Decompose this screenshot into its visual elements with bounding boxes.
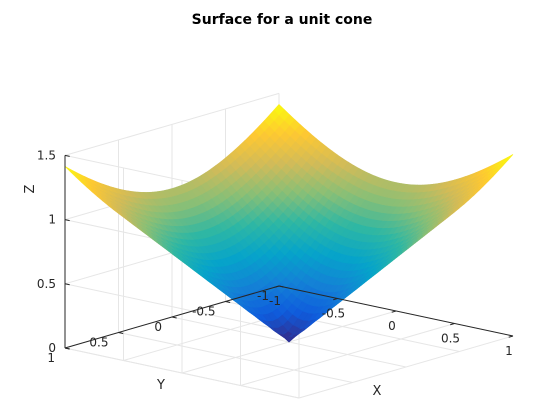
y-tick-label: -1 [257,289,269,303]
y-tick-mark [225,301,231,303]
z-tick-label: 0.5 [37,277,56,291]
x-tick-mark [450,323,455,326]
x-tick-label: -0.5 [322,307,345,321]
chart-title: Surface for a unit cone [192,12,373,28]
y-axis-label: Y [156,378,165,393]
surface-facet [502,154,514,164]
x-tick-label: 0.5 [441,332,460,346]
z-tick-label: 0 [48,341,56,355]
x-tick-mark [508,335,514,338]
grid-line-y-floor [118,332,353,383]
axes [64,154,514,350]
x-tick-label: 0 [388,319,396,333]
z-axis-label: Z [23,184,38,193]
y-tick-mark [278,285,284,288]
y-tick-label: 0 [154,320,162,334]
grid-line-z-left-wall [64,92,280,156]
z-tick-label: 1 [48,213,56,227]
x-tick-mark [333,298,338,301]
z-tick-label: 1.5 [37,148,56,162]
x-tick-label: -1 [269,294,281,308]
x-axis-label: X [373,384,382,399]
x-tick-label: 1 [505,344,513,358]
z-tick-mark [64,347,70,350]
z-tick-mark [64,283,70,286]
y-tick-label: 1 [47,351,55,365]
x-tick-mark [391,310,397,313]
grid-line-y-floor [64,347,300,399]
cone-surface [64,103,514,343]
x-tick-mark [274,285,280,288]
y-tick-mark [118,332,124,334]
y-tick-label: 0.5 [89,336,108,350]
z-tick-mark [64,219,70,222]
y-tick-label: -0.5 [192,305,215,319]
z-tick-mark [64,154,70,157]
y-tick-mark [171,316,177,319]
